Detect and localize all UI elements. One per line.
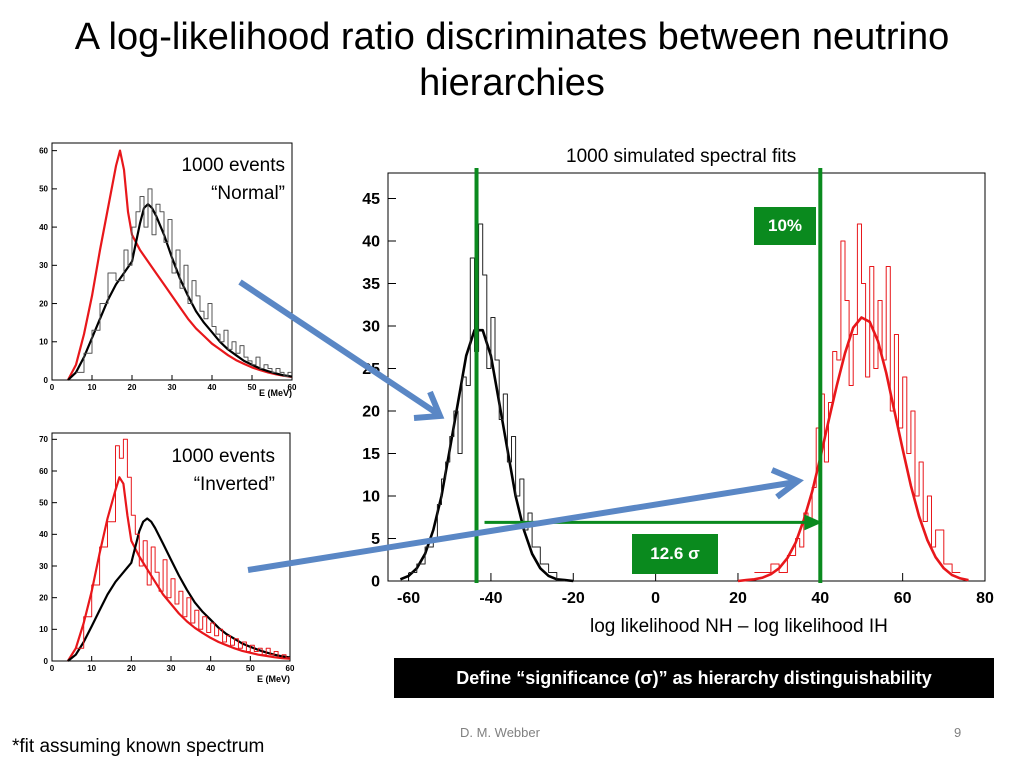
- inverted-spectrum-chart: 0 10 20 30 40 50 60 0 10 20 30 40 50 60 70 E (MeV): [39, 432, 295, 684]
- x-tick-label: 30: [167, 664, 176, 673]
- y-tick-label: 40: [39, 223, 48, 232]
- y-tick-label: 10: [39, 338, 48, 347]
- inverted-arrow-head: [770, 467, 804, 500]
- slide-title: A log-likelihood ratio discriminates bet…: [74, 16, 950, 104]
- x-tick-label: -40: [479, 590, 502, 607]
- histogram-series: [76, 188, 292, 377]
- y-tick-label: 30: [39, 562, 48, 571]
- x-tick-label: -20: [562, 590, 585, 607]
- x-tick-label: 0: [50, 383, 55, 392]
- histogram-series: [754, 223, 961, 573]
- y-tick-label: 0: [44, 657, 49, 666]
- inverted-chart-annotation: 1000 events “Inverted”: [171, 446, 275, 495]
- y-tick-label: 45: [362, 191, 380, 208]
- y-tick-label: 20: [362, 404, 380, 421]
- likelihood-ratio-chart: -60-40-20020406080051015202530354045: [362, 168, 994, 607]
- x-tick-label: 60: [894, 590, 912, 607]
- main-chart-frame: [387, 172, 986, 582]
- y-tick-label: 50: [39, 498, 48, 507]
- x-tick-label: 50: [248, 383, 257, 392]
- x-tick-label: 10: [88, 383, 97, 392]
- x-tick-label: 60: [286, 664, 295, 673]
- histogram-series: [408, 223, 565, 582]
- fit-curve-series: [67, 149, 293, 381]
- normal-to-black-arrow: [238, 279, 440, 417]
- y-tick-label: 40: [362, 234, 380, 251]
- normal-chart-annotation: 1000 events “Normal”: [181, 155, 285, 204]
- y-tick-label: 20: [39, 593, 48, 602]
- fit-curve-series: [66, 476, 291, 662]
- y-tick-label: 15: [362, 446, 380, 463]
- y-tick-label: 40: [39, 530, 48, 539]
- y-tick-label: 70: [39, 435, 48, 444]
- y-tick-label: 30: [362, 319, 380, 336]
- significance-label: 12.6 σ: [632, 534, 718, 574]
- histogram-series: [75, 438, 290, 659]
- y-tick-label: 60: [39, 146, 48, 155]
- main-x-axis-label: log likelihood NH – log likelihood IH: [590, 616, 888, 637]
- x-tick-label: 20: [729, 590, 747, 607]
- y-tick-label: 10: [362, 489, 380, 506]
- x-tick-label: 0: [651, 590, 660, 607]
- fit-curve-series: [737, 316, 969, 583]
- page-number: 9: [954, 725, 962, 740]
- x-tick-label: 0: [50, 664, 55, 673]
- y-tick-label: 10: [39, 625, 48, 634]
- x-tick-label: 20: [127, 664, 136, 673]
- normal-arrow-head: [413, 390, 445, 421]
- fit-curve-series: [67, 203, 293, 381]
- x-tick-label: 40: [206, 664, 215, 673]
- x-tick-label: 80: [976, 590, 994, 607]
- y-tick-label: 50: [39, 185, 48, 194]
- y-tick-label: 20: [39, 299, 48, 308]
- fit-curve-series: [67, 517, 291, 662]
- ten-percent-label: 10%: [754, 207, 816, 245]
- normal-spectrum-chart: 0 10 20 30 40 50 60 0 10 20 30 40 50 60 E (MeV): [39, 142, 297, 398]
- x-tick-label: 40: [811, 590, 829, 607]
- y-tick-label: 0: [44, 376, 49, 385]
- x-tick-label: 60: [288, 383, 297, 392]
- y-tick-label: 0: [371, 574, 380, 591]
- inverted-chart-frame: [51, 432, 291, 662]
- x-tick-label: -60: [397, 590, 420, 607]
- x-tick-label: 10: [87, 664, 96, 673]
- normal-x-axis-label: E (MeV): [259, 388, 292, 398]
- author-footer: D. M. Webber: [460, 725, 540, 740]
- x-tick-label: 40: [208, 383, 217, 392]
- x-tick-label: 20: [128, 383, 137, 392]
- separation-arrow-head: [804, 514, 823, 531]
- x-tick-label: 50: [246, 664, 255, 673]
- x-tick-label: 30: [168, 383, 177, 392]
- y-tick-label: 5: [371, 531, 380, 548]
- inverted-x-axis-label: E (MeV): [257, 674, 290, 684]
- footnote: *fit assuming known spectrum: [12, 736, 265, 757]
- main-chart-title: 1000 simulated spectral fits: [566, 146, 797, 167]
- y-tick-label: 35: [362, 276, 380, 293]
- inverted-to-red-arrow: [247, 479, 797, 573]
- y-tick-label: 30: [39, 261, 48, 270]
- y-tick-label: 60: [39, 467, 48, 476]
- definition-box: Define “significance (σ)” as hierarchy d…: [394, 658, 994, 698]
